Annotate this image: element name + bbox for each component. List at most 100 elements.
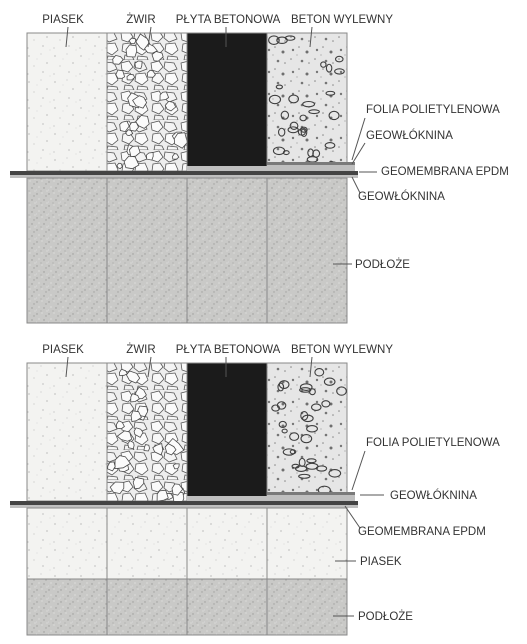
- gravel-stone: [173, 132, 188, 149]
- geotextile-under: [10, 175, 358, 178]
- aggregate-ring: [334, 55, 344, 63]
- sand-layer-cell: [186, 507, 268, 580]
- gravel-stone: [137, 405, 149, 418]
- aggregate-ring: [289, 432, 300, 441]
- aggregate-ring: [280, 110, 290, 120]
- aggregate-ring: [268, 94, 282, 105]
- label-geotextile-upper: GEOWŁÓKNINA: [366, 129, 453, 142]
- gravel-stone: [126, 73, 136, 81]
- gravel-stone: [128, 145, 141, 158]
- leader-geotextile-upper: [351, 142, 366, 165]
- geotextile-under: [10, 505, 358, 508]
- aggregate-ring: [299, 383, 313, 391]
- aggregate-ring: [334, 68, 345, 75]
- gravel-stone: [128, 37, 137, 45]
- gravel-stone: [129, 121, 139, 132]
- concrete-plate-cell: [186, 32, 268, 172]
- label-sand: PIASEK: [42, 344, 84, 356]
- aggregate-ring: [336, 386, 347, 396]
- aggregate-ring: [300, 127, 308, 137]
- aggregate-ring: [309, 388, 316, 396]
- gravel-cell: [106, 362, 188, 502]
- gravel-stone: [112, 54, 124, 65]
- geotextile-strip: [267, 495, 355, 501]
- aggregate-ring: [276, 401, 287, 410]
- sand-cell: [26, 32, 108, 172]
- plate-bedding-strip: [187, 496, 267, 501]
- leader-sand: [65, 26, 69, 48]
- aggregate-ring: [300, 411, 309, 421]
- label-sand-layer: PIASEK: [360, 556, 402, 568]
- gravel-stone: [171, 483, 184, 496]
- subsoil-cell: [106, 177, 188, 324]
- gravel-stone: [156, 489, 169, 502]
- leader-poured-concrete: [309, 356, 313, 378]
- aggregate-ring: [278, 420, 287, 429]
- gravel-stone: [125, 370, 141, 384]
- gravel-stone: [172, 153, 180, 160]
- gravel-stone: [116, 430, 133, 442]
- aggregate-ring: [300, 434, 313, 444]
- label-concrete-plate: PŁYTA BETONOWA: [176, 14, 281, 26]
- aggregate-ring: [278, 380, 290, 389]
- aggregate-ring: [298, 473, 311, 479]
- plate-bedding-strip: [187, 166, 267, 171]
- gravel-stone: [130, 393, 140, 403]
- subsoil-cell: [186, 578, 268, 636]
- sand-layer-cell: [26, 507, 108, 580]
- label-polyethylene-foil: FOLIA POLIETYLENOWA: [366, 104, 500, 116]
- gravel-stone: [146, 152, 154, 161]
- foil-strip: [267, 492, 355, 495]
- aggregate-ring: [321, 400, 331, 408]
- aggregate-ring: [302, 414, 314, 423]
- gravel-stone: [133, 427, 144, 438]
- gravel-cell: [106, 32, 188, 172]
- diagram-lower: PIASEK ŻWIR PŁYTA BETONOWA BETON WYLEWNY FOL…: [10, 343, 500, 636]
- aggregate-ring: [314, 368, 325, 377]
- gravel-stone: [115, 69, 126, 79]
- epdm-membrane: [10, 171, 358, 175]
- gravel-stones: [107, 368, 186, 505]
- label-gravel: ŻWIR: [126, 343, 155, 356]
- aggregate-ring: [308, 109, 320, 115]
- leader-gravel: [147, 356, 152, 378]
- gravel-stone: [164, 100, 177, 112]
- gravel-stone: [116, 162, 123, 170]
- aggregate-ring: [268, 35, 280, 45]
- aggregate-ring: [281, 428, 288, 434]
- leader-poured-concrete: [309, 26, 313, 48]
- gravel-stone: [130, 410, 142, 422]
- diagram-upper: PIASEK ŻWIR PŁYTA BETONOWA BETON WYLEWNY FOL…: [10, 13, 509, 324]
- gravel-stone: [123, 155, 140, 170]
- aggregate-ring: [320, 61, 327, 68]
- gravel-stone: [164, 443, 177, 456]
- leader-sand: [65, 356, 69, 378]
- epdm-membrane: [10, 501, 358, 505]
- label-sand: PIASEK: [42, 14, 84, 26]
- gravel-stone: [134, 60, 143, 70]
- aggregate-ring: [282, 150, 290, 156]
- label-poured-concrete: BETON WYLEWNY: [291, 14, 393, 26]
- concrete-aggregate: [271, 368, 347, 495]
- aggregate-ring: [275, 84, 284, 90]
- gravel-stone: [118, 368, 128, 376]
- aggregate-ring: [310, 403, 322, 411]
- gravel-stone: [114, 455, 131, 470]
- geotextile-strip: [267, 165, 355, 171]
- subsoil-cell: [266, 578, 348, 636]
- gravel-stone: [109, 481, 125, 495]
- label-concrete-plate: PŁYTA BETONOWA: [176, 344, 281, 356]
- subsoil-cell: [186, 177, 268, 324]
- aggregate-ring: [288, 94, 300, 104]
- gravel-stones: [112, 33, 188, 170]
- subsoil-cell: [106, 578, 188, 636]
- subsoil-cell: [266, 177, 348, 324]
- aggregate-ring: [306, 458, 317, 464]
- aggregate-ring: [324, 142, 336, 149]
- aggregate-ring: [325, 63, 333, 73]
- gravel-stone: [159, 91, 170, 101]
- aggregate-ring: [282, 448, 296, 456]
- gravel-stone: [151, 51, 164, 62]
- aggregate-ring: [325, 90, 336, 96]
